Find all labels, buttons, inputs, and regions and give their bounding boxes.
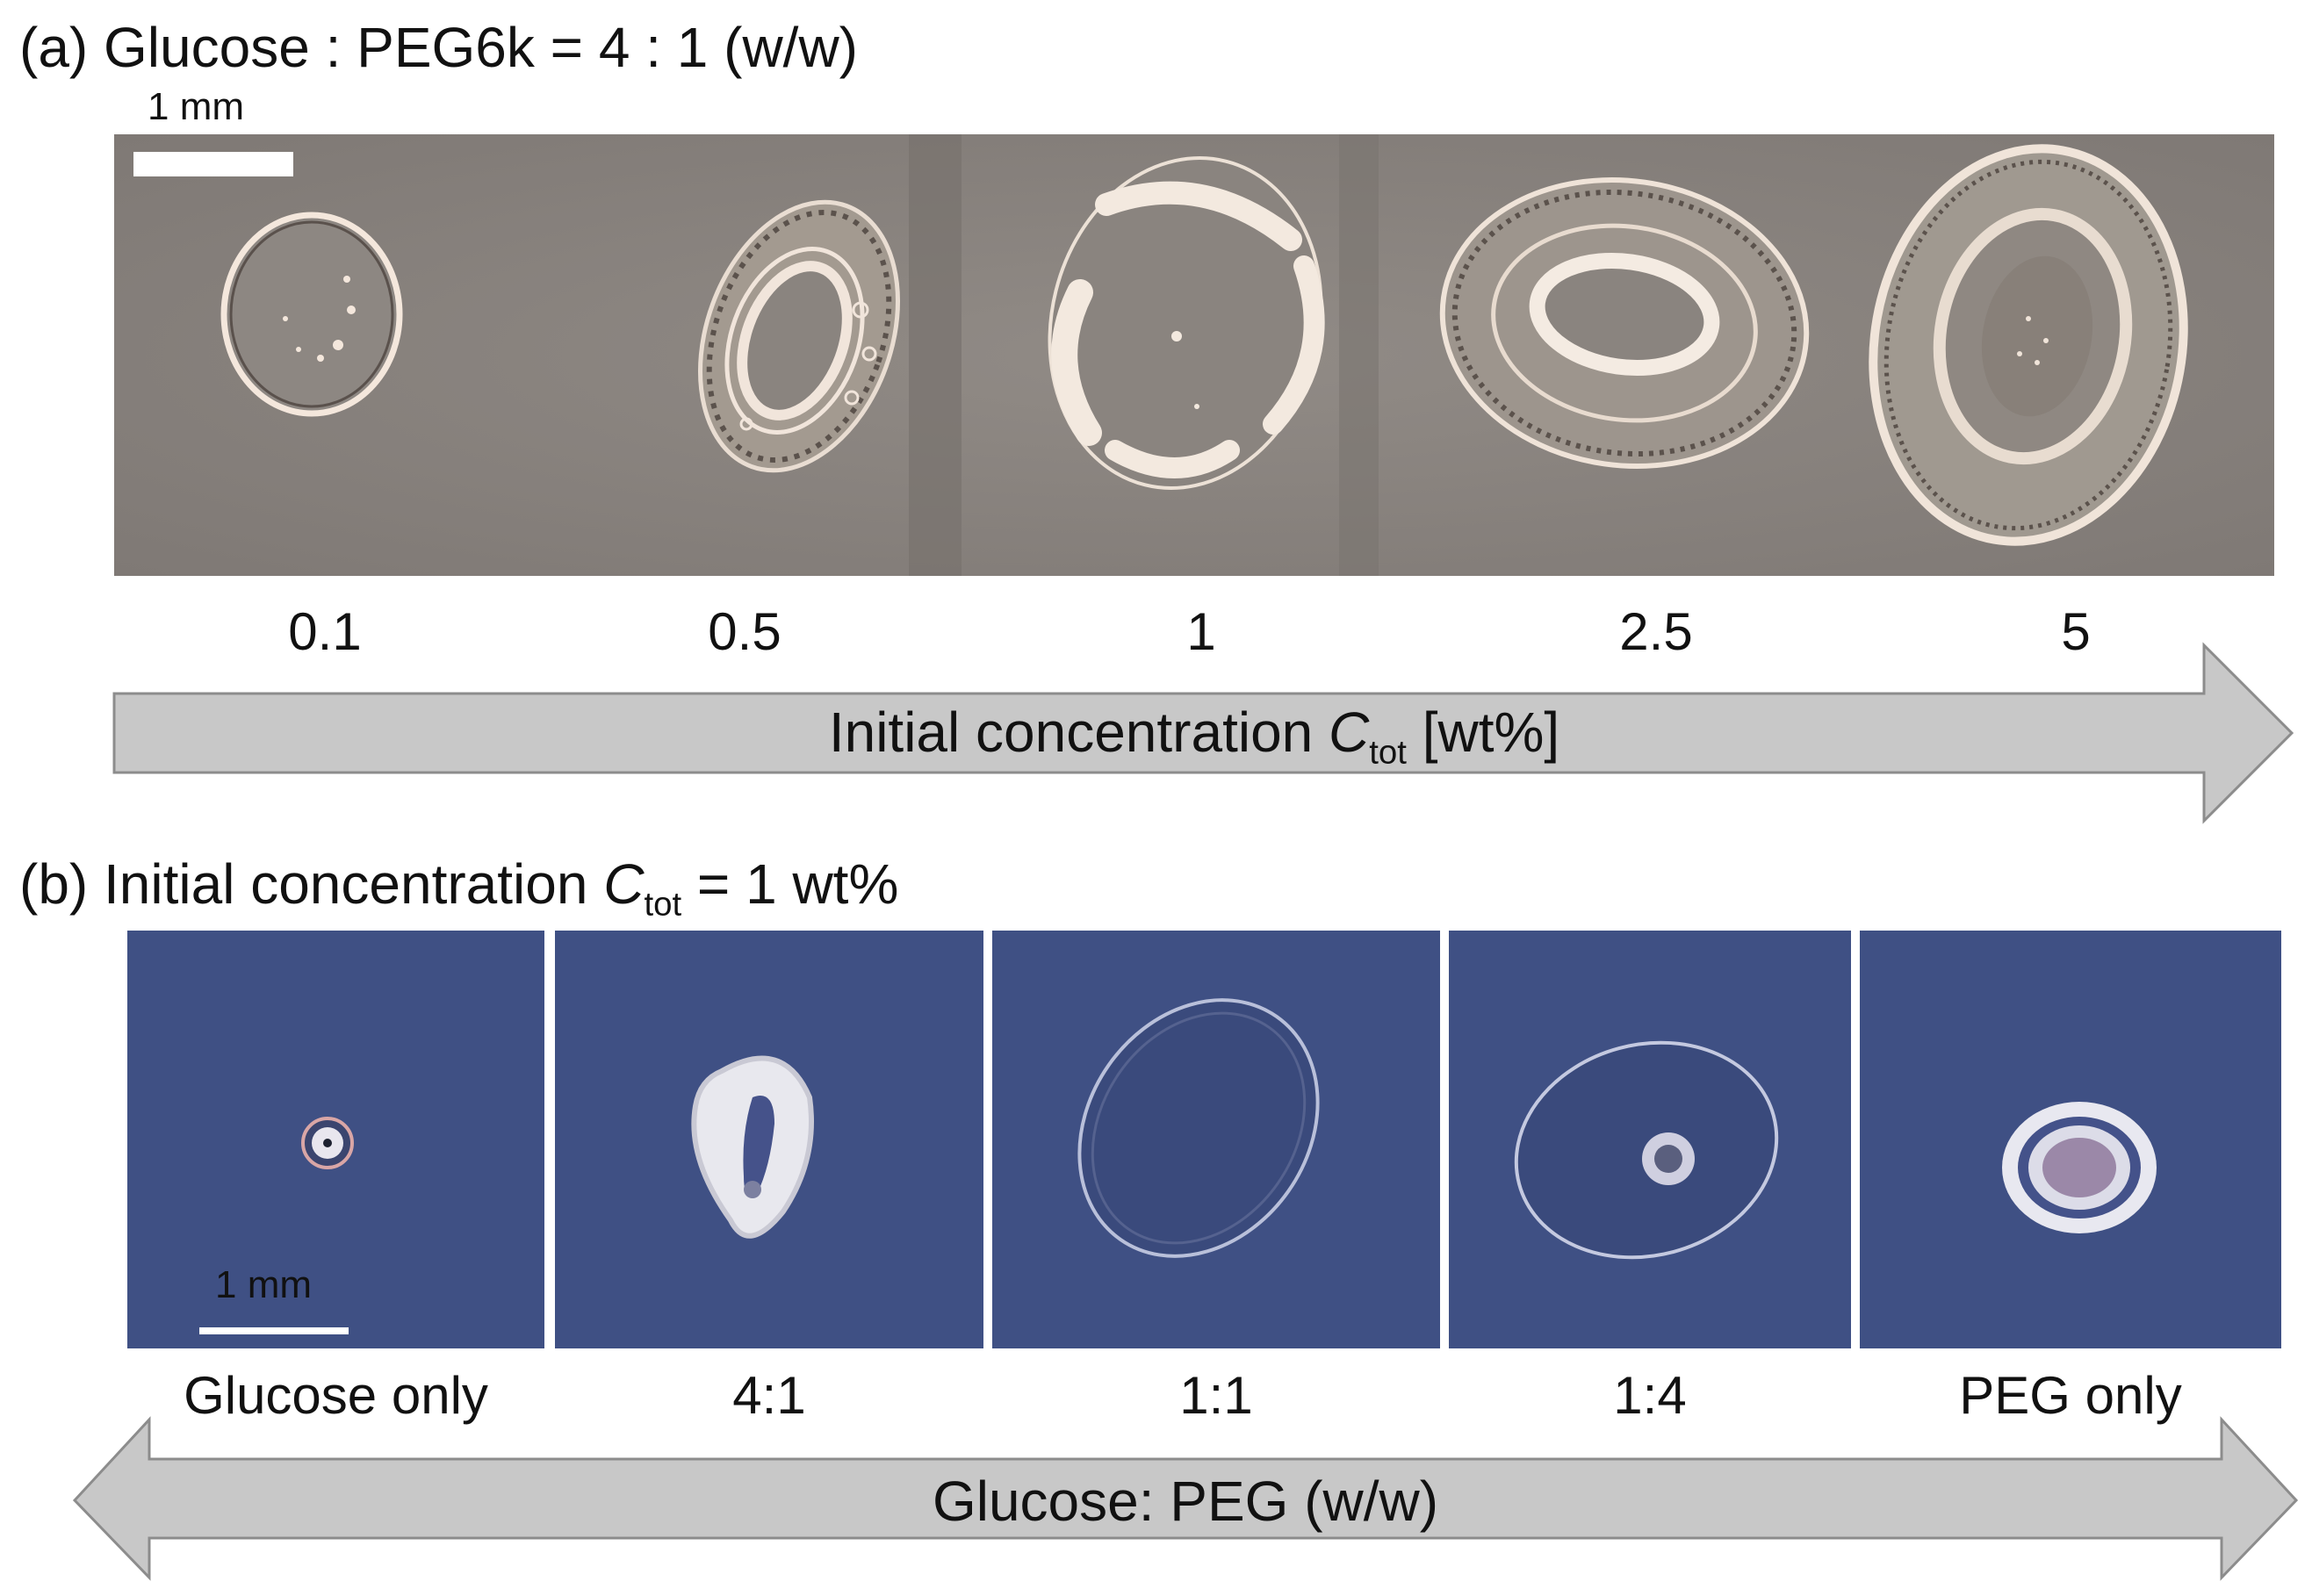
part-b-title: (b) Initial concentration Ctot = 1 wt% — [19, 852, 899, 924]
concentration-label: 0.5 — [708, 602, 781, 661]
ratio-label: PEG only — [1959, 1366, 2182, 1425]
concentration-arrow — [112, 642, 2294, 824]
micrograph-1-1 — [992, 931, 1440, 1348]
ratio-label: 1:4 — [1613, 1366, 1687, 1425]
concentration-label: 2.5 — [1619, 602, 1693, 661]
micrograph-glucose-only — [127, 931, 544, 1348]
tile-seam — [1339, 134, 1379, 576]
concentration-label: 5 — [2061, 602, 2091, 661]
part-a-title: (a) Glucose : PEG6k = 4 : 1 (w/w) — [19, 16, 858, 79]
part-a-scale-bar — [133, 152, 293, 176]
deposit-1 — [1048, 156, 1325, 490]
part-a-scale-bar-label: 1 mm — [148, 85, 244, 128]
micrograph-peg-only — [1860, 931, 2281, 1348]
ratio-label: Glucose only — [184, 1366, 488, 1425]
deposit-0-1 — [220, 212, 403, 417]
deposit-2-5 — [1439, 176, 1810, 470]
deposit-5 — [1869, 144, 2188, 546]
micrograph-1-4 — [1449, 931, 1851, 1348]
concentration-label: 1 — [1186, 602, 1216, 661]
part-a-image-strip — [114, 134, 2274, 576]
part-a-micrographs — [114, 134, 2274, 576]
deposit-0-5 — [698, 199, 900, 473]
tile-seam — [909, 134, 962, 576]
part-b-scale-bar-label: 1 mm — [215, 1263, 312, 1306]
ratio-label: 4:1 — [732, 1366, 806, 1425]
micrograph-4-1 — [555, 931, 983, 1348]
part-b-scale-bar — [199, 1327, 349, 1334]
ratio-label: 1:1 — [1179, 1366, 1253, 1425]
ratio-arrow-label: Glucose: PEG (w/w) — [932, 1470, 1439, 1533]
ratio-double-arrow — [72, 1416, 2299, 1581]
concentration-label: 0.1 — [288, 602, 362, 661]
concentration-arrow-label: Initial concentration Ctot [wt%] — [828, 701, 1560, 772]
